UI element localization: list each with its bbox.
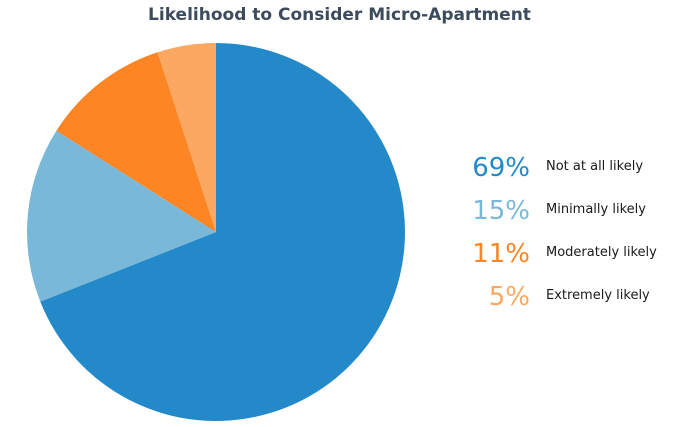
pie-slice-minimally-likely: [26, 130, 216, 302]
legend-label: Not at all likely: [546, 159, 644, 174]
legend-percent: 15%: [472, 196, 530, 226]
legend-item: 11% Moderately likely: [440, 236, 675, 276]
legend-percent: 5%: [488, 282, 530, 312]
legend-percent: 11%: [472, 239, 530, 269]
legend-item: 69% Not at all likely: [440, 150, 675, 190]
legend-label: Extremely likely: [546, 288, 650, 303]
legend-item: 5% Extremely likely: [440, 279, 675, 319]
pie-slice-not-at-all-likely: [40, 43, 405, 422]
pie-slice-moderately-likely: [56, 52, 216, 232]
legend-label: Minimally likely: [546, 202, 646, 217]
chart-title: Likelihood to Consider Micro-Apartment: [148, 5, 531, 25]
legend-percent: 69%: [472, 153, 530, 183]
pie-slice-extremely-likely: [157, 43, 216, 232]
legend-label: Moderately likely: [546, 245, 657, 260]
legend-item: 15% Minimally likely: [440, 193, 675, 233]
